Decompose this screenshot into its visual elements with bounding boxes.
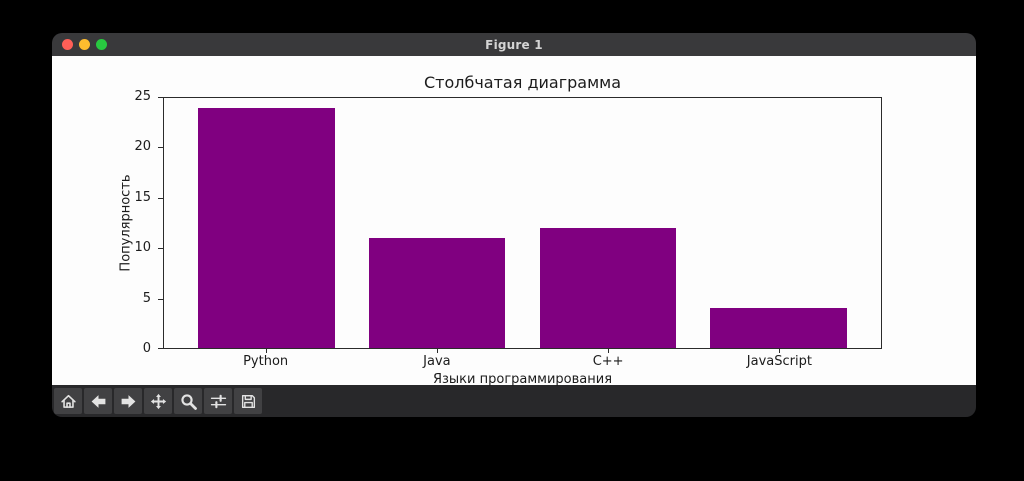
save-icon	[240, 393, 257, 410]
subplots-button[interactable]	[204, 388, 232, 414]
y-tick-mark	[158, 197, 163, 199]
window-titlebar[interactable]: Figure 1	[52, 33, 976, 56]
bar-slot	[693, 98, 864, 353]
x-tick-label: Python	[243, 354, 289, 369]
forward-button[interactable]	[114, 388, 142, 414]
x-tick-mark	[437, 349, 439, 353]
forward-icon	[120, 393, 137, 410]
bar-java	[368, 238, 506, 348]
y-axis: 0 5 10 15 20 25	[52, 90, 163, 356]
save-button[interactable]	[234, 388, 262, 414]
subplots-icon	[210, 393, 227, 410]
x-tick-label: C++	[592, 354, 624, 369]
back-icon	[90, 393, 107, 410]
pan-button[interactable]	[144, 388, 172, 414]
zoom-rect-button[interactable]	[174, 388, 202, 414]
zoom-icon	[180, 393, 197, 410]
home-button[interactable]	[54, 388, 82, 414]
figure-window: Figure 1 Столбчатая диаграмма 0 5 10 15 20 25…	[52, 33, 976, 417]
x-tick-label: JavaScript	[746, 354, 812, 369]
bar-slot	[181, 98, 352, 353]
bar-slot	[352, 98, 523, 353]
bar-slot	[523, 98, 694, 353]
x-tick-mark	[266, 349, 268, 353]
bar-javascript	[710, 308, 847, 348]
back-button[interactable]	[84, 388, 112, 414]
x-axis-label: Языки программирования	[432, 372, 613, 387]
bar-python	[198, 108, 335, 348]
zoom-window-button[interactable]	[96, 39, 107, 50]
navigation-toolbar	[52, 385, 976, 417]
figure-canvas: Столбчатая диаграмма 0 5 10 15 20 25 Популярн…	[52, 56, 976, 387]
y-tick-mark	[158, 97, 163, 98]
y-tick-mark	[158, 248, 163, 250]
x-tick-mark	[778, 349, 780, 353]
chart-title: Столбчатая диаграмма	[423, 73, 622, 92]
y-tick-mark	[158, 147, 163, 149]
x-tick-label: Java	[423, 354, 451, 369]
y-tick-mark	[158, 348, 163, 349]
plot-area	[163, 97, 882, 353]
y-tick-label: 15	[134, 189, 151, 205]
traffic-lights	[62, 33, 107, 56]
y-tick-label: 20	[134, 139, 151, 155]
x-tick-labels: Python Java C++ JavaScript	[163, 354, 882, 369]
y-tick-label: 0	[142, 341, 151, 356]
bar-c	[539, 228, 677, 348]
window-title: Figure 1	[485, 37, 543, 52]
y-tick-label: 25	[134, 89, 151, 104]
y-axis-label: Популярность	[118, 174, 134, 272]
close-button[interactable]	[62, 39, 73, 50]
y-tick-label: 5	[142, 290, 151, 306]
y-tick-label: 10	[134, 240, 151, 256]
minimize-button[interactable]	[79, 39, 90, 50]
x-tick-mark	[607, 349, 609, 353]
pan-icon	[150, 393, 167, 410]
home-icon	[60, 393, 77, 410]
y-tick-mark	[158, 298, 163, 300]
